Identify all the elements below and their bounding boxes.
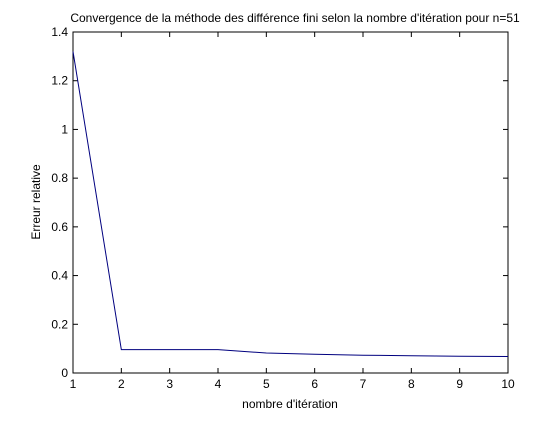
y-tick-label: 1.2	[51, 74, 68, 88]
y-tick-label: 0.6	[51, 220, 68, 234]
series-layer	[72, 51, 509, 357]
x-tick-label: 6	[311, 377, 318, 391]
y-axis-ticks: 0 0.2 0.4 0.6 0.8 1 1.2 1.4	[51, 25, 508, 380]
y-axis-label: Erreur relative	[29, 164, 43, 240]
y-tick-label: 0.4	[51, 269, 68, 283]
x-axis-ticks: 1 2 3 4 5 6 7 8 9 10	[70, 32, 515, 391]
x-axis-label: nombre d'itération	[242, 397, 338, 411]
x-tick-label: 8	[408, 377, 415, 391]
x-tick-label: 9	[456, 377, 463, 391]
x-tick-label: 5	[263, 377, 270, 391]
y-tick-label: 0.8	[51, 171, 68, 185]
y-tick-label: 0.2	[51, 317, 68, 331]
x-tick-label: 4	[215, 377, 222, 391]
x-tick-label: 10	[501, 377, 515, 391]
y-tick-label: 1.4	[51, 25, 68, 39]
series-line-0	[72, 51, 509, 357]
chart-title: Convergence de la méthode des différence…	[70, 11, 520, 25]
x-tick-label: 7	[360, 377, 367, 391]
y-tick-label: 0	[61, 366, 68, 380]
plot-area	[72, 31, 509, 374]
x-tick-label: 2	[118, 377, 125, 391]
x-tick-label: 1	[70, 377, 77, 391]
y-tick-label: 1	[61, 122, 68, 136]
x-tick-label: 3	[166, 377, 173, 391]
